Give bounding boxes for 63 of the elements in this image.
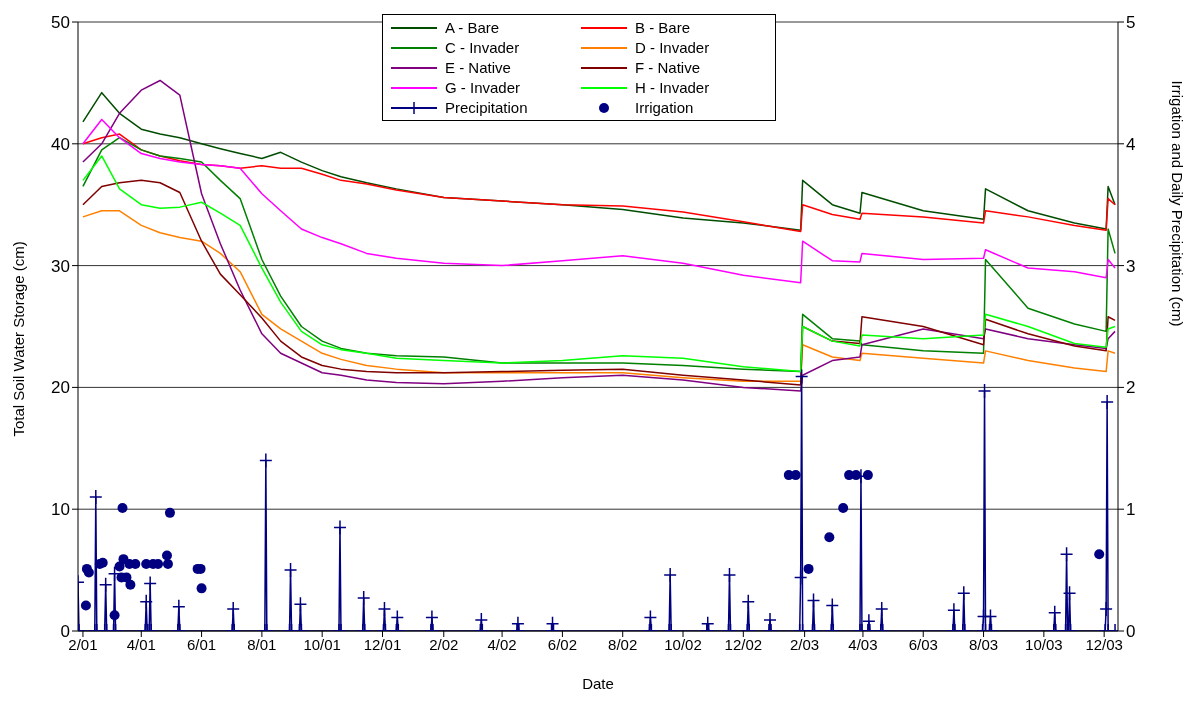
x-tick-label: 8/03 [968,635,999,653]
x-tick-label: 6/01 [186,635,217,653]
point [851,470,862,481]
y2-tick-label: 3 [1126,256,1136,276]
y-tick-label: 40 [51,134,70,154]
line-series [82,179,1116,386]
x-tick-label: 6/02 [547,635,578,653]
y-tick-label: 20 [51,378,70,398]
legend-label: Irrigation [635,99,694,116]
legend-label: A - Bare [445,19,500,36]
x-tick-label: 12/03 [1085,635,1123,653]
x-tick-label: 10/02 [664,635,702,653]
y2-tick-label: 4 [1126,134,1136,154]
x-tick-label: 6/03 [908,635,938,653]
legend-label: C - Invader [445,39,520,56]
x-tick-label: 4/01 [126,635,156,653]
y2-tick-label: 0 [1126,622,1136,642]
legend-label: D - Invader [635,39,710,56]
point [1094,549,1105,560]
y2-tick-label: 1 [1126,500,1136,520]
x-tick-label: 4/03 [848,635,878,653]
y2-tick-label: 2 [1126,378,1136,398]
y-tick-label: 30 [51,256,70,276]
point [196,583,207,594]
point [83,567,94,578]
point [161,550,172,561]
y-axis-title: Total Soil Water Storage (cm) [10,241,28,437]
legend-label: B - Bare [635,19,691,36]
x-tick-label: 2/03 [790,635,820,653]
line-series [82,79,1116,392]
y2-axis-title: Irrigation and Daily Precipitation (cm) [1168,80,1186,327]
x-tick-label: 10/03 [1025,635,1063,653]
legend-label: H - Invader [635,79,710,96]
x-tick-label: 12/01 [363,635,402,653]
point [117,502,128,513]
y-tick-label: 10 [51,500,70,520]
line-series [82,210,1116,383]
point [824,532,835,543]
point [838,502,849,513]
line-series [82,133,1116,233]
x-tick-label: 2/02 [429,635,459,653]
y-tick-label: 0 [60,622,70,642]
point [125,579,136,590]
x-tick-label: 10/01 [303,635,341,653]
point [164,507,175,518]
point [109,610,120,621]
x-axis-title: Date [582,675,614,692]
line-series [82,118,1116,284]
point [803,563,814,574]
point [862,470,873,481]
x-tick-label: 2/01 [68,635,98,653]
x-tick-label: 4/02 [487,635,517,653]
x-tick-label: 12/02 [724,635,763,653]
legend-label: G - Invader [445,79,521,96]
point [162,559,173,570]
legend-label: F - Native [635,59,701,76]
legend-label: Precipitation [445,99,528,116]
x-tick-label: 8/01 [247,635,277,653]
y-tick-label: 50 [51,13,70,33]
legend-label: E - Native [445,59,511,76]
point [80,600,91,611]
x-tick-label: 8/02 [608,635,638,653]
y2-tick-label: 5 [1126,13,1136,33]
